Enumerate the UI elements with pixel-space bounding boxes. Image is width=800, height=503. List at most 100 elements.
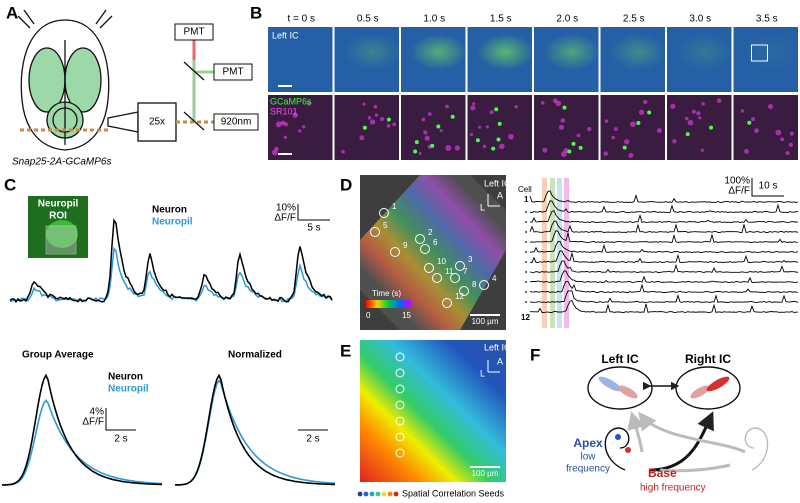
neuron <box>747 120 752 125</box>
astrocyte <box>623 139 630 145</box>
row-dot <box>525 301 527 303</box>
astrocyte <box>373 104 378 109</box>
astrocyte <box>469 132 474 137</box>
pmt-box <box>174 23 214 41</box>
axis-label: A <box>497 190 503 200</box>
neuron <box>362 125 367 130</box>
astrocyte <box>362 102 366 106</box>
astrocyte <box>424 135 430 141</box>
cell-trace <box>529 250 799 263</box>
cell-roi <box>420 244 430 254</box>
neuron-normalized <box>174 373 335 486</box>
astrocyte <box>643 99 648 105</box>
astrocyte <box>485 125 489 129</box>
astrocyte <box>751 117 756 122</box>
scale-label: 10% <box>276 203 296 214</box>
astrocyte <box>696 111 701 116</box>
neuron <box>685 132 690 137</box>
region-label: Left IC <box>484 178 511 188</box>
scale-bar <box>105 408 136 431</box>
astrocyte <box>698 116 702 120</box>
astrocyte <box>613 127 618 132</box>
astrocyte <box>280 120 286 126</box>
cell-roi <box>432 273 442 283</box>
astrocyte <box>687 119 694 126</box>
row-dot <box>525 291 527 293</box>
activity-blob <box>610 34 667 70</box>
neuron <box>494 107 499 112</box>
panel-label: F <box>530 345 540 364</box>
neuron <box>450 114 455 119</box>
astrocyte <box>558 124 565 130</box>
image-frame <box>600 95 665 160</box>
activity-blob <box>411 34 467 70</box>
cell-label: 11 <box>445 267 454 276</box>
astrocyte <box>700 148 704 152</box>
colorbar-title: Time (s) <box>372 289 401 298</box>
astrocyte <box>427 112 432 116</box>
legend-entry: Neuropil <box>152 217 193 228</box>
colorbar <box>366 300 411 308</box>
astrocyte <box>587 126 592 132</box>
scale-label: ΔF/F <box>82 417 104 428</box>
stain-label: GCaMP6s <box>270 96 312 106</box>
region-label: Right IC <box>685 352 731 366</box>
neuron <box>571 141 576 146</box>
cell-roi <box>459 286 469 296</box>
seed-roi <box>395 384 405 394</box>
time-band <box>564 178 569 328</box>
neuron-average <box>1 373 162 486</box>
astrocyte <box>628 152 634 158</box>
axis-label: L <box>480 202 485 212</box>
astrocyte <box>445 104 449 109</box>
astrocyte <box>604 119 609 123</box>
scale-label: 4% <box>90 407 105 418</box>
cell-trace <box>529 200 799 213</box>
axis-label: A <box>497 356 503 366</box>
time-band <box>550 178 555 328</box>
legend-entry: Neuropil <box>108 384 149 395</box>
astrocyte <box>367 116 372 120</box>
seed-roi <box>395 400 405 410</box>
neuropil-average <box>1 398 163 486</box>
neuron <box>622 145 627 150</box>
neuron <box>562 105 567 110</box>
seed-roi <box>395 368 405 378</box>
inset-label: ROI <box>49 211 67 222</box>
inset-label: Neuropil <box>38 199 79 210</box>
time-band <box>542 178 547 328</box>
time-label: 1.0 s <box>423 14 445 25</box>
cell-roi <box>442 298 452 308</box>
astrocyte <box>271 149 278 156</box>
laser-box <box>213 113 259 131</box>
astrocyte <box>656 128 662 134</box>
cell-trace <box>529 220 799 233</box>
astrocyte <box>421 117 426 122</box>
astrocyte <box>283 135 288 140</box>
cell-trace <box>529 190 799 203</box>
time-label: 1.5 s <box>490 14 512 25</box>
astrocyte <box>341 149 345 154</box>
astrocyte <box>552 98 558 104</box>
astrocyte <box>768 103 774 110</box>
pmt-box <box>213 63 253 81</box>
neuron <box>413 149 418 154</box>
astrocyte <box>472 102 476 106</box>
neuron <box>497 121 502 126</box>
objective-label: 25x <box>149 117 165 128</box>
cell-roi <box>370 227 380 237</box>
activity-map <box>360 175 506 330</box>
subplot-title: Normalized <box>228 350 282 361</box>
cell-label: 5 <box>383 221 388 230</box>
astrocyte <box>672 139 677 144</box>
cell-roi <box>390 247 400 257</box>
scale-label: ΔF/F <box>728 186 750 197</box>
orientation-axes <box>487 360 500 373</box>
time-label: 3.5 s <box>756 14 778 25</box>
seed-dot <box>369 491 375 497</box>
astrocyte <box>789 131 794 136</box>
cell-label: 7 <box>463 267 468 276</box>
panel-label: A <box>6 3 18 22</box>
